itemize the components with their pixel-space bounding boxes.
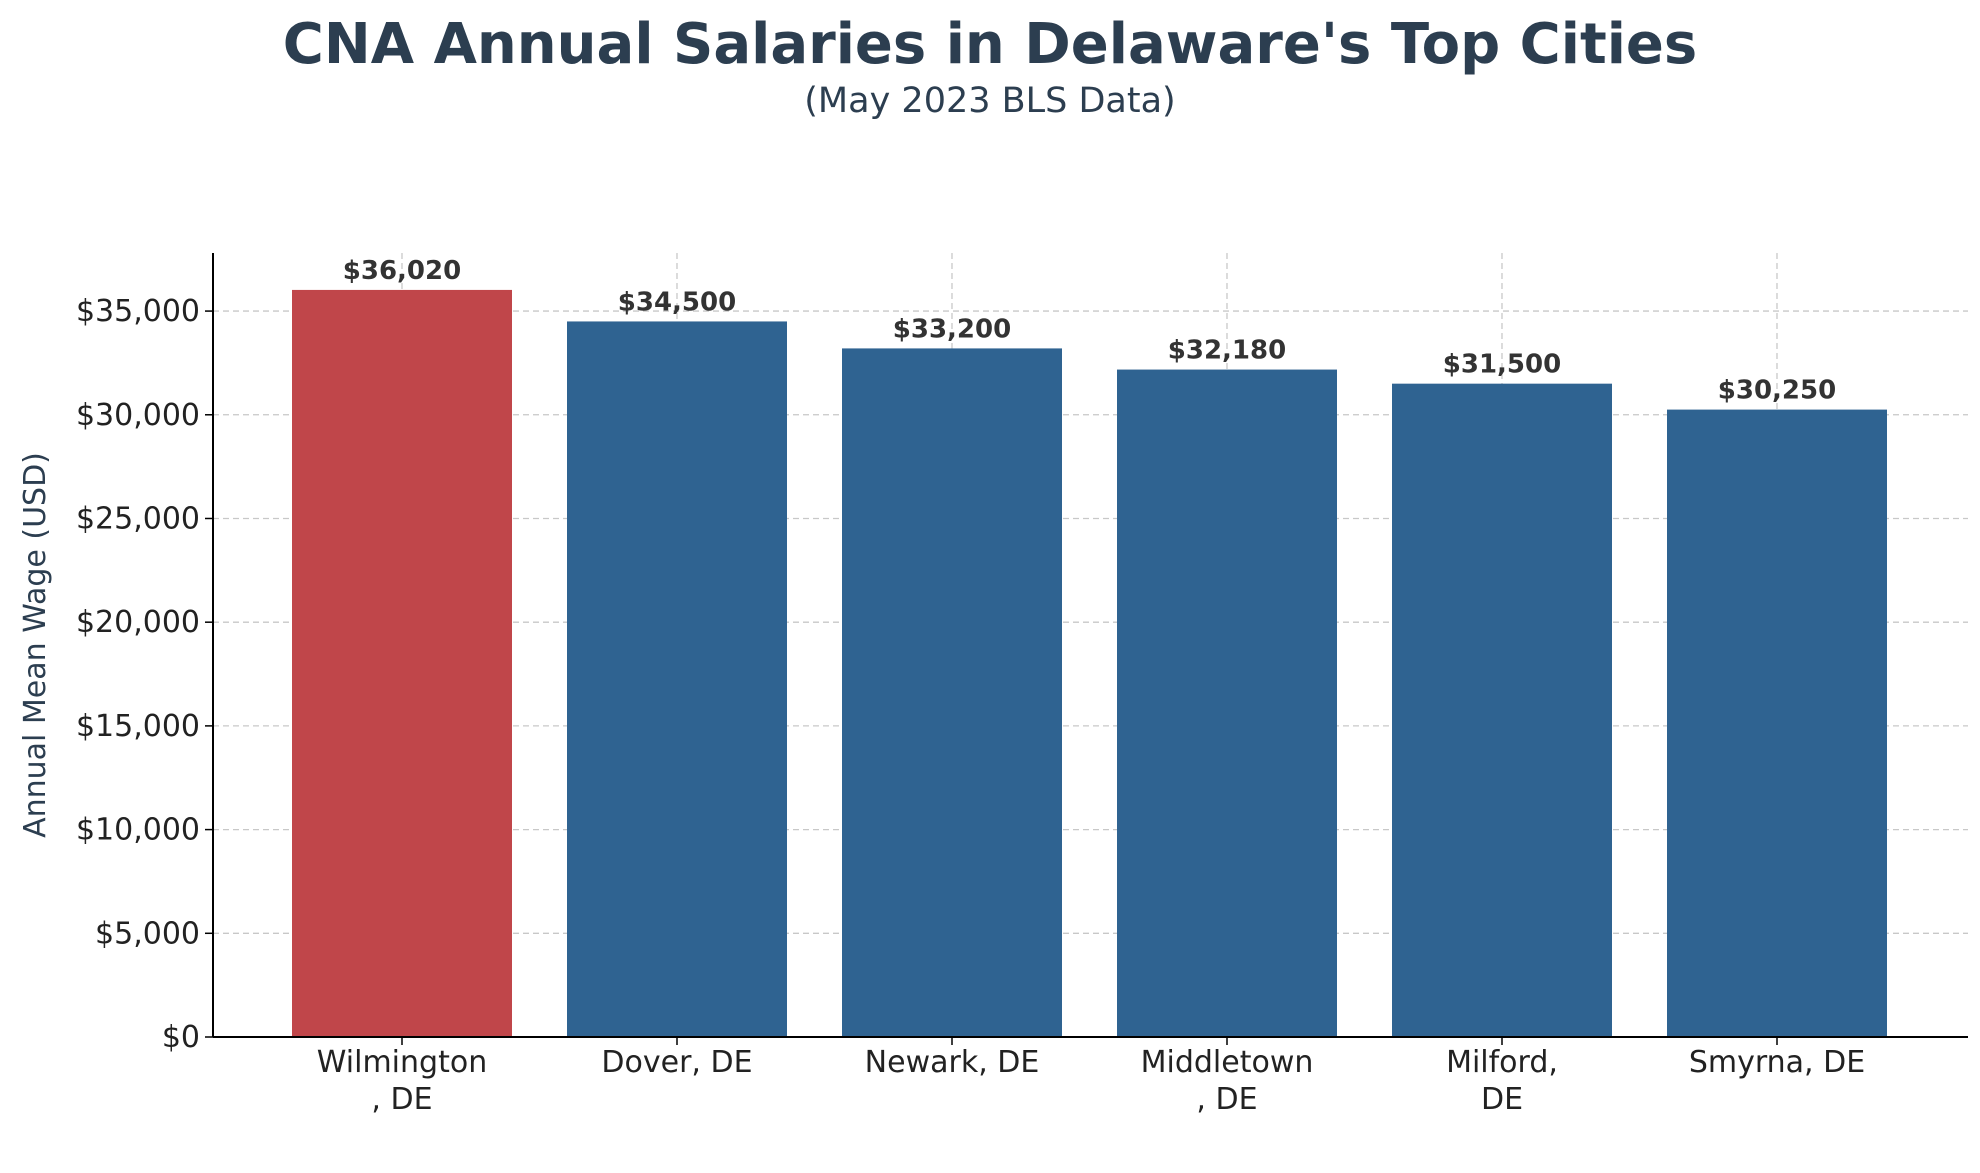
bar-value-label: $36,020 bbox=[343, 256, 461, 286]
x-tick-label: Middletown, DE bbox=[1141, 1045, 1314, 1117]
y-tick-label: $25,000 bbox=[76, 501, 200, 536]
y-tick-label: $10,000 bbox=[76, 813, 200, 848]
data-labels: $36,020 $34,500 $33,200 $32,180 $31,500 $30,2… bbox=[343, 256, 1836, 406]
bar-value-label: $30,250 bbox=[1718, 376, 1836, 406]
y-tick-label: $5,000 bbox=[95, 916, 200, 951]
bar-value-label: $33,200 bbox=[893, 314, 1011, 344]
y-axis-label: Annual Mean Wage (USD) bbox=[18, 452, 53, 838]
x-ticks: Wilmington, DE Dover, DE Newark, DE Middlet… bbox=[317, 1037, 1865, 1117]
y-tick-label: $20,000 bbox=[76, 605, 200, 640]
bar bbox=[292, 289, 512, 1037]
y-tick-label: $15,000 bbox=[76, 709, 200, 744]
chart-title: CNA Annual Salaries in Delaware's Top Ci… bbox=[283, 12, 1697, 77]
x-tick-label: Dover, DE bbox=[601, 1045, 752, 1080]
bars bbox=[292, 289, 1887, 1038]
bar bbox=[1117, 369, 1337, 1037]
axes bbox=[212, 253, 1968, 1038]
x-tick-label: Wilmington, DE bbox=[317, 1045, 487, 1117]
x-tick-label: Smyrna, DE bbox=[1689, 1045, 1865, 1080]
bar bbox=[567, 321, 787, 1037]
y-ticks: $0 $5,000 $10,000 $15,000 $20,000 $25,000 $30,… bbox=[76, 294, 213, 1055]
y-tick-label: $0 bbox=[162, 1020, 200, 1055]
bar bbox=[1392, 383, 1612, 1038]
bar-value-label: $34,500 bbox=[618, 287, 736, 317]
y-tick-label: $30,000 bbox=[76, 398, 200, 433]
chart-subtitle: (May 2023 BLS Data) bbox=[804, 81, 1175, 121]
bar-value-label: $31,500 bbox=[1443, 350, 1561, 380]
y-tick-label: $35,000 bbox=[76, 294, 200, 329]
bar bbox=[842, 348, 1062, 1037]
x-tick-label: Milford, DE bbox=[1446, 1045, 1558, 1117]
bar bbox=[1667, 409, 1887, 1037]
bar-value-label: $32,180 bbox=[1168, 336, 1286, 366]
x-tick-label: Newark, DE bbox=[865, 1045, 1040, 1080]
